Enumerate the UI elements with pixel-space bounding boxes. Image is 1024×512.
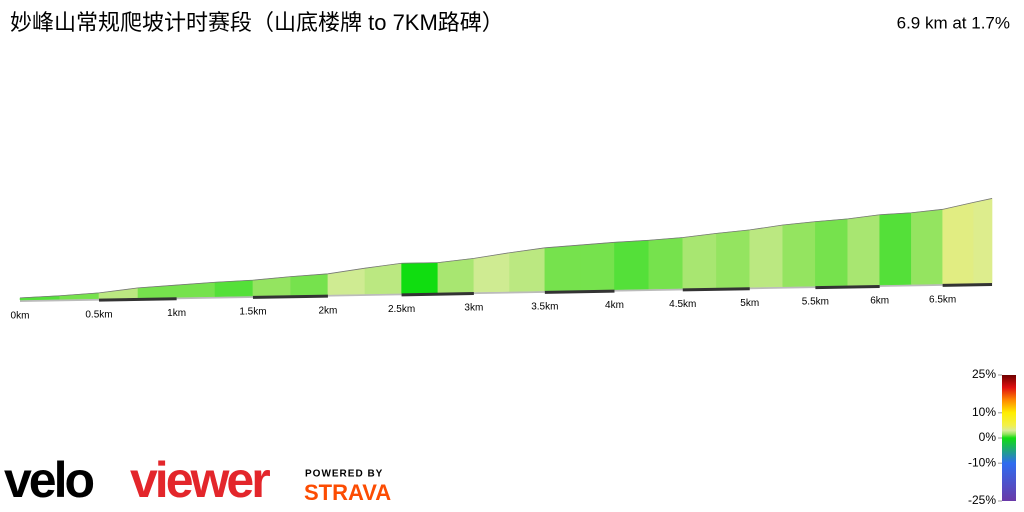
gradient-segment [782, 221, 816, 287]
gradient-segment [509, 247, 546, 292]
brand-velo: velo [4, 452, 94, 508]
x-axis: 0km 0.5km 1km 1.5km 2km 2.5km 3km 3.5km 4km 4.5km… [11, 282, 993, 322]
legend-bar [1002, 375, 1016, 501]
profile-outline [19, 198, 993, 299]
legend-tick-label: 10% [972, 405, 996, 419]
segment-stats: 6.9 km at 1.7% [897, 13, 1010, 32]
powered-by: POWERED BY [305, 469, 383, 480]
x-tick-label: 2.5km [388, 304, 415, 315]
gradient-segment [327, 267, 366, 295]
gradient-segment [473, 252, 510, 293]
gradient-segment [137, 284, 177, 299]
gradient-segment [879, 212, 912, 286]
legend-tick-label: 0% [979, 430, 997, 444]
gradient-segment [214, 279, 254, 297]
km-bar [401, 292, 474, 297]
gradient-segment [648, 237, 684, 290]
legend-tick-label: -10% [968, 455, 996, 469]
gradient-segment [437, 258, 475, 293]
km-bar [252, 294, 328, 299]
gradient-segment [815, 218, 848, 287]
x-tick-label: 0.5km [85, 309, 112, 320]
gradient-segment [614, 240, 650, 290]
km-bar [942, 282, 993, 287]
gradient-segment [364, 262, 402, 295]
x-tick-label: 5.5km [802, 297, 829, 308]
x-tick-label: 0km [11, 311, 30, 322]
gradient-segment [942, 202, 974, 285]
x-tick-label: 6.5km [929, 295, 956, 306]
gradient-segment [682, 233, 717, 289]
x-tick-label: 2km [318, 305, 337, 316]
legend-tick-label: 25% [972, 367, 996, 381]
gradient-segment [59, 292, 100, 300]
strava-logo: STRAVA [304, 480, 391, 505]
x-tick-label: 1km [167, 308, 186, 319]
x-tick-label: 4.5km [669, 299, 696, 310]
km-bar [544, 289, 615, 294]
gradient-segment [911, 209, 943, 285]
x-tick-label: 3.5km [531, 301, 558, 312]
legend: 25% 10% 0% -10% -25% [968, 367, 1016, 507]
km-bar [682, 287, 750, 292]
x-tick-label: 5km [740, 298, 759, 309]
x-tick-label: 3km [464, 303, 483, 314]
legend-tick-label: -25% [968, 493, 996, 507]
gradient-segment [847, 214, 880, 286]
x-tick-label: 4km [605, 300, 624, 311]
gradient-segment [401, 262, 439, 294]
gradient-segment [973, 198, 993, 284]
chart-title: 妙峰山常规爬坡计时赛段（山底楼牌 to 7KM路碑） [10, 10, 504, 35]
x-tick-label: 6km [870, 296, 889, 307]
gradient-segment [98, 287, 139, 299]
brand-viewer: viewer [130, 452, 270, 508]
gradient-segment [716, 229, 750, 289]
km-bar [98, 297, 177, 302]
km-bar [815, 284, 880, 290]
gradient-segment [579, 242, 615, 291]
x-tick-label: 1.5km [239, 307, 266, 318]
gradient-segment [290, 273, 329, 296]
gradient-segment [544, 244, 581, 292]
gradient-segment [749, 224, 783, 288]
